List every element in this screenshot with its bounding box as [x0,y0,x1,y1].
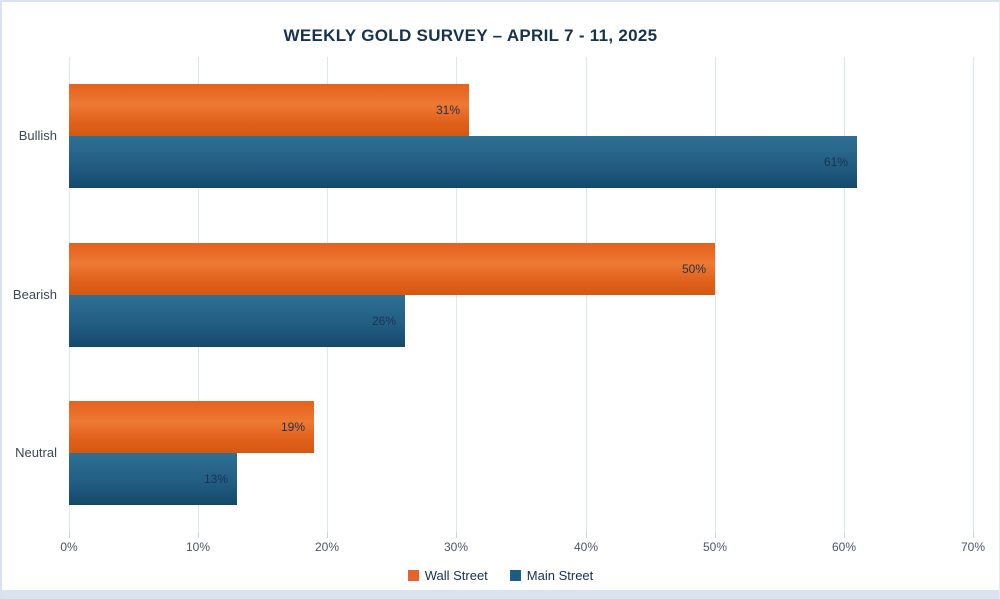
wall-street-bar-bearish: 50% [69,243,715,295]
legend: Wall Street Main Street [2,568,999,583]
axis-tick [586,532,587,538]
legend-label: Main Street [526,568,594,583]
x-tick-label: 50% [702,540,728,554]
category-label: Bullish [18,128,57,143]
wall-street-bar-neutral: 19% [69,401,314,453]
axis-tick [327,532,328,538]
axis-tick [456,532,457,538]
axis-tick [198,532,199,538]
main-street-bar-neutral: 13% [69,453,237,505]
x-tick-label: 40% [573,540,599,554]
bar-value-label: 50% [681,262,706,276]
plot-area: 31% 61% 50% 26% 19% 13% Bullish Bearish Neutral… [13,57,985,554]
axis-tick [844,532,845,538]
main-street-bar-bullish: 61% [69,136,857,188]
x-tick-label: 10% [185,540,211,554]
x-tick-label: 0% [60,540,78,554]
bar-value-label: 31% [435,103,460,117]
x-tick-label: 30% [443,540,469,554]
gridline [844,57,845,532]
chart-title: WEEKLY GOLD SURVEY – APRIL 7 - 11, 2025 [283,26,658,45]
category-label: Neutral [15,445,57,460]
x-tick-label: 20% [314,540,340,554]
x-tick-label: 70% [960,540,986,554]
legend-swatch-icon [407,570,419,581]
legend-swatch-icon [509,570,521,581]
axis-tick [973,532,974,538]
legend-item-wall-street: Wall Street [407,568,488,583]
legend-label: Wall Street [424,568,488,583]
x-tick-label: 60% [831,540,857,554]
gridline [973,57,974,532]
gridline [715,57,716,532]
bottom-strip [2,590,999,599]
bar-value-label: 13% [203,472,228,486]
bar-value-label: 61% [823,155,848,169]
main-street-bar-bearish: 26% [69,295,405,347]
legend-item-main-street: Main Street [509,568,594,583]
axis-tick [715,532,716,538]
bar-value-label: 19% [280,420,305,434]
bar-value-label: 26% [371,314,396,328]
wall-street-bar-bullish: 31% [69,84,469,136]
category-label: Bearish [12,287,57,302]
axis-tick [69,532,70,538]
